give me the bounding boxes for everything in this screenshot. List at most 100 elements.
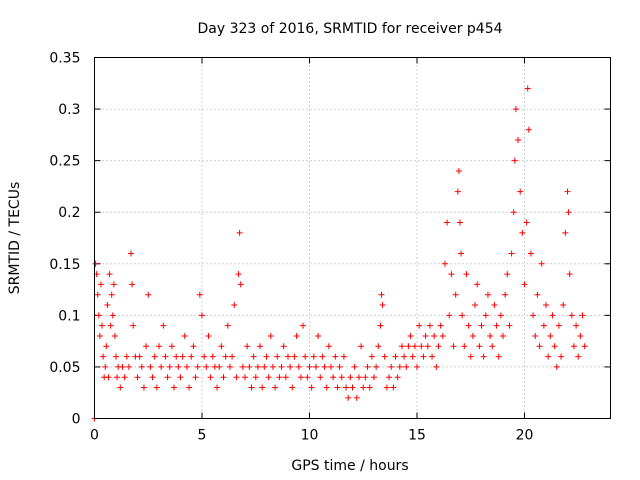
data-point	[360, 384, 367, 391]
y-tick-label: 0	[72, 412, 81, 428]
data-point	[411, 343, 418, 350]
data-point	[431, 332, 438, 339]
data-point	[244, 343, 251, 350]
data-point	[368, 353, 375, 360]
data-point	[538, 260, 545, 267]
data-point	[377, 322, 384, 329]
data-point	[353, 394, 360, 401]
y-tick-label: 0.25	[49, 154, 80, 170]
data-point	[373, 363, 380, 370]
data-point	[171, 384, 178, 391]
data-point	[564, 188, 571, 195]
y-tick-label: 0.1	[58, 308, 80, 324]
data-point	[222, 353, 229, 360]
data-point	[362, 374, 369, 381]
data-point	[254, 363, 261, 370]
data-point	[239, 363, 246, 370]
data-point	[418, 343, 425, 350]
data-point	[383, 384, 390, 391]
data-point	[218, 343, 225, 350]
y-axis-label: SRMTID / TECUs	[7, 182, 23, 295]
data-point	[358, 343, 365, 350]
data-point	[310, 353, 317, 360]
data-point	[109, 312, 116, 319]
data-point	[381, 353, 388, 360]
data-point	[510, 209, 517, 216]
data-point	[282, 374, 289, 381]
data-point	[504, 271, 511, 278]
data-point	[355, 374, 362, 381]
data-point	[100, 353, 107, 360]
data-point	[229, 353, 236, 360]
data-point	[467, 353, 474, 360]
data-point	[581, 343, 588, 350]
data-point	[237, 281, 244, 288]
data-point	[130, 322, 137, 329]
data-point	[491, 302, 498, 309]
data-point	[143, 343, 150, 350]
data-point	[497, 312, 504, 319]
data-point	[511, 157, 518, 164]
data-point	[570, 343, 577, 350]
grid	[94, 57, 611, 419]
data-point	[437, 322, 444, 329]
y-tick-labels: 0 0.05 0.1 0.15 0.2 0.25 0.3 0.35	[49, 51, 80, 428]
data-point	[140, 384, 147, 391]
data-point	[433, 363, 440, 370]
data-points	[91, 85, 588, 422]
data-point	[317, 374, 324, 381]
y-tick-label: 0.05	[49, 360, 80, 376]
data-point	[145, 291, 152, 298]
y-tick-label: 0.15	[49, 257, 80, 273]
data-point	[472, 302, 479, 309]
data-point	[330, 374, 337, 381]
data-point	[308, 384, 315, 391]
data-point	[558, 353, 565, 360]
data-point	[190, 343, 197, 350]
y-tick-label: 0.35	[49, 51, 80, 67]
data-point	[285, 353, 291, 360]
data-point	[224, 322, 231, 329]
data-point	[495, 353, 502, 360]
data-point	[252, 374, 259, 381]
data-point	[379, 302, 386, 309]
data-point	[295, 363, 302, 370]
data-point	[340, 353, 347, 360]
data-point	[562, 229, 569, 236]
data-point	[325, 343, 332, 350]
data-point	[336, 363, 343, 370]
data-point	[106, 271, 113, 278]
data-point	[444, 219, 451, 226]
data-point	[267, 332, 274, 339]
data-point	[429, 353, 436, 360]
data-point	[177, 374, 184, 381]
data-point	[102, 363, 109, 370]
data-point	[105, 374, 112, 381]
data-point	[104, 302, 111, 309]
data-point	[220, 374, 227, 381]
data-point	[97, 281, 104, 288]
data-point	[523, 219, 530, 226]
data-point	[312, 363, 319, 370]
x-tick-label: 20	[516, 428, 534, 444]
data-point	[160, 322, 167, 329]
data-point	[117, 384, 124, 391]
data-point	[565, 209, 572, 216]
data-point	[236, 229, 243, 236]
data-point	[450, 343, 457, 350]
data-point	[186, 384, 193, 391]
data-point	[209, 353, 216, 360]
data-point	[103, 343, 110, 350]
data-point	[261, 363, 268, 370]
data-point	[476, 343, 483, 350]
data-point	[568, 312, 575, 319]
data-point	[123, 353, 130, 360]
data-point	[349, 384, 356, 391]
data-point	[196, 291, 203, 298]
data-point	[515, 137, 522, 144]
data-point	[452, 291, 459, 298]
x-tick-labels: 0 5 10 15 20	[90, 428, 533, 444]
data-point	[96, 332, 103, 339]
data-point	[269, 363, 276, 370]
data-point	[259, 384, 266, 391]
